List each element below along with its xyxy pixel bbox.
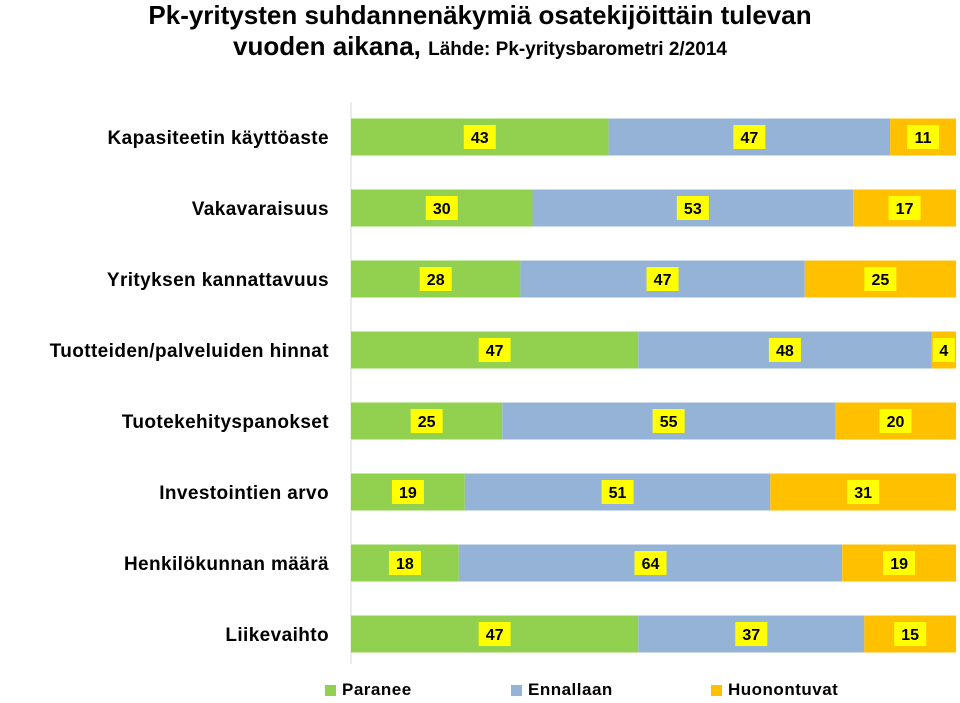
data-label: 55 xyxy=(660,414,678,431)
legend-label: Paranee xyxy=(342,680,412,699)
data-label-background xyxy=(768,338,801,362)
data-label-background xyxy=(883,551,916,575)
data-label: 53 xyxy=(684,201,702,218)
data-label-background xyxy=(888,196,921,220)
data-label: 47 xyxy=(486,627,504,644)
data-label-background xyxy=(652,409,685,433)
data-label-background xyxy=(419,267,452,291)
data-label-background xyxy=(478,338,511,362)
data-label: 43 xyxy=(471,130,489,147)
data-label: 64 xyxy=(642,556,660,573)
data-label: 28 xyxy=(427,272,445,289)
data-label-background xyxy=(601,480,634,504)
data-label: 19 xyxy=(399,485,417,502)
data-label-background xyxy=(932,338,955,362)
data-label: 48 xyxy=(776,343,794,360)
category-label: Kapasiteetin käyttöaste xyxy=(108,128,329,149)
data-label: 19 xyxy=(890,556,908,573)
data-label-background xyxy=(391,480,424,504)
data-label-background xyxy=(864,267,897,291)
category-label: Liikevaihto xyxy=(225,625,329,646)
legend-swatch xyxy=(711,684,722,696)
data-label-background xyxy=(634,551,667,575)
legend: Paranee Ennallaan Huonontuvat xyxy=(0,680,960,702)
data-label: 20 xyxy=(887,414,905,431)
data-label-background xyxy=(847,480,880,504)
data-label-background xyxy=(733,125,766,149)
data-label-background xyxy=(907,125,940,149)
data-label: 15 xyxy=(901,627,919,644)
legend-label: Ennallaan xyxy=(528,680,613,699)
data-label: 11 xyxy=(915,130,932,147)
data-label: 31 xyxy=(854,485,872,502)
data-label: 17 xyxy=(896,201,914,218)
category-label: Yrityksen kannattavuus xyxy=(107,270,329,291)
data-label-background xyxy=(388,551,421,575)
data-label: 47 xyxy=(486,343,504,360)
data-label-background xyxy=(410,409,443,433)
data-label: 51 xyxy=(609,485,627,502)
data-label: 47 xyxy=(740,130,758,147)
legend-swatch xyxy=(511,684,522,696)
data-label-background xyxy=(676,196,709,220)
data-label: 18 xyxy=(396,556,414,573)
category-label: Tuotekehityspanokset xyxy=(122,412,329,433)
data-label-background xyxy=(894,622,927,646)
category-label: Vakavaraisuus xyxy=(192,199,329,220)
data-label-background xyxy=(646,267,679,291)
category-label: Tuotteiden/palveluiden hinnat xyxy=(50,341,330,362)
data-label: 37 xyxy=(742,627,760,644)
legend-item-huonontuvat: Huonontuvat xyxy=(711,680,838,700)
legend-label: Huonontuvat xyxy=(728,680,839,699)
title-line-1: Pk-yritysten suhdannenäkymiä osatekijöit… xyxy=(148,0,812,30)
data-label-background xyxy=(879,409,912,433)
data-label: 47 xyxy=(654,272,672,289)
data-label: 4 xyxy=(939,343,948,360)
legend-item-paranee: Paranee xyxy=(325,680,412,700)
chart-subtitle: Lähde: Pk-yritysbarometri 2/2014 xyxy=(428,39,727,60)
data-label: 25 xyxy=(418,414,436,431)
category-label: Investointien arvo xyxy=(159,483,329,504)
data-label: 30 xyxy=(433,201,451,218)
data-label-background xyxy=(478,622,511,646)
data-label-background xyxy=(735,622,768,646)
data-label: 25 xyxy=(871,272,889,289)
chart-title: Pk-yritysten suhdannenäkymiä osatekijöit… xyxy=(0,0,960,65)
data-label-background xyxy=(463,125,496,149)
data-label-background xyxy=(425,196,458,220)
category-label: Henkilökunnan määrä xyxy=(124,554,329,575)
legend-item-ennallaan: Ennallaan xyxy=(511,680,613,700)
legend-swatch xyxy=(325,684,336,696)
title-line-2: vuoden aikana, Lähde: Pk-yritysbarometri… xyxy=(233,31,727,61)
